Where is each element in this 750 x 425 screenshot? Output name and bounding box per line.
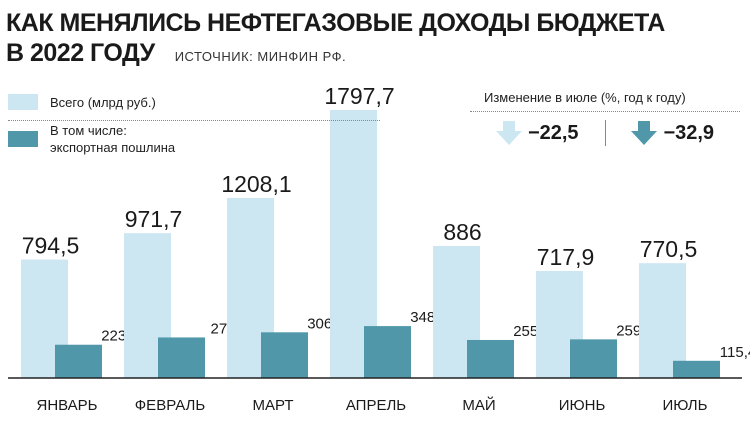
bar-export-6: [570, 339, 617, 378]
legend-label-export-line1: В том числе:: [50, 123, 127, 138]
legend-swatch-export: [8, 131, 38, 147]
title-line-2-row: В 2022 ГОДУ ИСТОЧНИК: МИНФИН РФ.: [6, 38, 665, 72]
x-tick-label-7: ИЮЛЬ: [663, 397, 708, 414]
x-tick-label-4: АПРЕЛЬ: [346, 397, 406, 414]
july-change-box: Изменение в июле (%, год к году) −22,5 −…: [470, 84, 740, 154]
change-total: −22,5: [470, 121, 605, 145]
legend-label-export: В том числе: экспортная пошлина: [50, 122, 175, 156]
bar-export-1: [55, 344, 102, 378]
x-tick-label-5: МАЙ: [462, 396, 495, 414]
title-line-1: КАК МЕНЯЛИСЬ НЕФТЕГАЗОВЫЕ ДОХОДЫ БЮДЖЕТА: [6, 9, 665, 37]
legend-label-total: Всего (млрд руб.): [50, 94, 156, 110]
x-tick-label-1: ЯНВАРЬ: [36, 397, 97, 414]
bar-export-label-7: 115,4: [720, 344, 750, 361]
bar-export-5: [467, 339, 514, 378]
bar-total-label-6: 717,9: [537, 244, 595, 270]
bar-total-7: [639, 263, 686, 378]
bar-total-label-1: 794,5: [22, 233, 80, 259]
july-change-title: Изменение в июле (%, год к году): [470, 84, 740, 112]
arrow-down-dark-icon: [631, 121, 658, 145]
title-line-2: В 2022 ГОДУ: [6, 39, 155, 67]
change-export: −32,9: [604, 120, 741, 146]
bar-total-label-2: 971,7: [125, 206, 183, 232]
x-tick-label-6: ИЮНЬ: [559, 397, 606, 414]
bar-total-label-5: 886: [443, 219, 481, 245]
legend-label-export-line2: экспортная пошлина: [50, 140, 176, 155]
chart-title: КАК МЕНЯЛИСЬ НЕФТЕГАЗОВЫЕ ДОХОДЫ БЮДЖЕТА…: [6, 8, 665, 72]
x-tick-label-2: ФЕВРАЛЬ: [135, 397, 206, 414]
bar-total-label-7: 770,5: [640, 236, 698, 262]
x-tick-label-3: МАРТ: [253, 397, 294, 414]
arrow-down-light-icon: [495, 121, 522, 145]
bar-total-label-3: 1208,1: [221, 171, 291, 197]
bar-export-3: [261, 332, 308, 378]
bar-total-label-4: 1797,7: [324, 83, 394, 109]
source-note: ИСТОЧНИК: МИНФИН РФ.: [174, 49, 347, 64]
legend-swatch-total: [8, 94, 38, 110]
bar-export-2: [158, 337, 205, 378]
legend-item-export: В том числе: экспортная пошлина: [8, 120, 380, 157]
bar-export-4: [364, 326, 411, 378]
bar-export-7: [673, 360, 720, 378]
change-total-value: −22,5: [527, 121, 579, 144]
legend: Всего (млрд руб.) В том числе: экспортна…: [8, 84, 380, 157]
july-change-row: −22,5 −32,9: [470, 112, 740, 154]
change-export-value: −32,9: [663, 121, 715, 144]
legend-item-total: Всего (млрд руб.): [8, 84, 380, 120]
